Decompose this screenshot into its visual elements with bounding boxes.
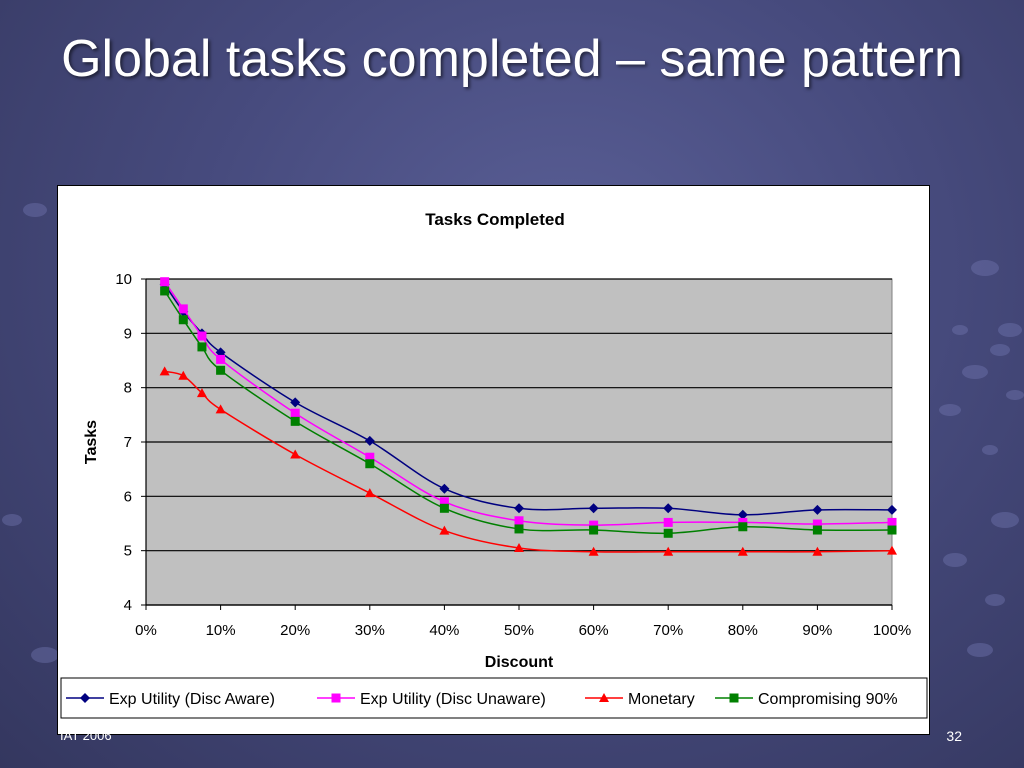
series-3-point: [178, 315, 188, 325]
series-1-point: [514, 516, 524, 526]
series-3-point: [738, 522, 748, 532]
series-1-point: [160, 277, 170, 287]
series-3-point: [290, 416, 300, 426]
series-1-point: [197, 331, 207, 341]
series-1-point: [290, 408, 300, 418]
y-tick-label: 9: [124, 325, 132, 342]
x-tick-label: 30%: [355, 622, 385, 639]
x-tick-label: 0%: [135, 622, 157, 639]
x-tick-label: 10%: [206, 622, 236, 639]
x-axis-label: Discount: [485, 654, 554, 671]
legend-label: Compromising 90%: [758, 691, 898, 708]
chart-frame: Tasks Completed 4 5 6 7 8 9 10 0% 10% 20% 30% 40% 50%…: [57, 185, 930, 735]
footer-conference: IAT 2006: [60, 728, 112, 743]
series-3-point: [812, 525, 822, 535]
series-0-point: [215, 347, 226, 358]
y-tick-label: 10: [115, 271, 132, 288]
series-1-point: [663, 517, 673, 527]
series-1-point: [812, 519, 822, 529]
y-axis-label: Tasks: [83, 420, 100, 464]
legend-label: Exp Utility (Disc Unaware): [360, 691, 546, 708]
legend-label: Exp Utility (Disc Aware): [109, 691, 275, 708]
series-0-point: [514, 503, 524, 514]
series-2-point: [439, 525, 450, 535]
legend-label: Monetary: [628, 691, 695, 708]
x-tick-label: 60%: [579, 622, 609, 639]
series-2-point: [588, 546, 599, 556]
legend-marker: [729, 693, 739, 703]
series-2-point: [290, 449, 301, 459]
series-2-point: [215, 404, 226, 414]
y-tick-label: 6: [124, 488, 132, 505]
series-1-point: [178, 304, 188, 314]
x-tick-label: 40%: [429, 622, 459, 639]
series-0-point: [812, 504, 823, 515]
series-3-point: [887, 525, 897, 535]
series-3-point: [439, 503, 449, 513]
series-1-point: [887, 517, 897, 527]
series-2-point: [737, 546, 748, 556]
series-1-point: [216, 354, 226, 364]
x-tick-label: 90%: [802, 622, 832, 639]
x-tick-label: 70%: [653, 622, 683, 639]
series-3-point: [663, 528, 673, 538]
series-0-point: [364, 435, 375, 446]
series-0-point: [290, 397, 301, 408]
legend-marker: [80, 693, 90, 703]
series-2-point: [159, 366, 170, 376]
series-0-point: [663, 503, 674, 514]
x-tick-label: 50%: [504, 622, 534, 639]
series-2-point: [178, 370, 189, 380]
x-tick-label: 100%: [873, 622, 911, 639]
series-2-point: [887, 545, 897, 555]
series-3-point: [216, 365, 226, 375]
series-3-point: [365, 459, 375, 469]
series-2-point: [812, 546, 823, 556]
chart-title: Tasks Completed: [425, 210, 565, 229]
series-0-point: [887, 504, 897, 515]
y-tick-label: 4: [124, 597, 132, 614]
series-1-point: [439, 497, 449, 507]
series-2-point: [514, 542, 524, 552]
series-0-point: [588, 503, 599, 514]
legend-marker: [331, 693, 341, 703]
series-3-point: [589, 525, 599, 535]
series-3-point: [160, 286, 170, 296]
series-2-point: [663, 546, 674, 556]
series-1-point: [365, 452, 375, 462]
y-tick-label: 8: [124, 380, 132, 397]
y-tick-label: 7: [124, 434, 132, 451]
slide-number: 32: [946, 728, 962, 744]
series-2-point: [196, 388, 207, 398]
series-2-point: [364, 488, 375, 498]
x-tick-label: 20%: [280, 622, 310, 639]
x-tick-label: 80%: [728, 622, 758, 639]
y-tick-label: 5: [124, 543, 132, 560]
series-3-point: [197, 342, 207, 352]
slide-title: Global tasks completed – same pattern: [61, 30, 963, 88]
series-1-point: [589, 520, 599, 530]
legend-box: [60, 677, 928, 719]
series-0-point: [439, 483, 450, 494]
legend-marker: [599, 693, 609, 702]
series-3-point: [514, 524, 524, 534]
